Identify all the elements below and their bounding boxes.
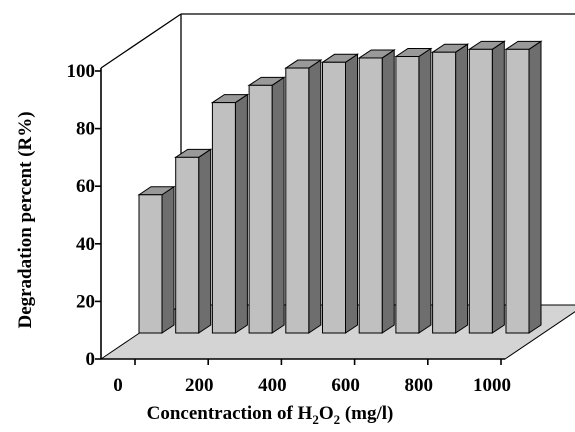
x-axis-title: Concentraction of H2O2 (mg/l) (147, 403, 394, 427)
bar-side (198, 148, 212, 334)
x-tick-label: 1000 (473, 375, 511, 396)
bar (174, 148, 213, 334)
y-tick-label: 0 (86, 349, 96, 370)
bar (467, 40, 506, 334)
bar (357, 49, 396, 334)
bar (394, 47, 433, 334)
y-tick-label: 80 (76, 119, 95, 140)
bar-side (345, 53, 358, 334)
bar (284, 59, 323, 334)
bar-front (395, 56, 420, 334)
bar-side (234, 93, 248, 334)
bar-side (308, 59, 322, 334)
bar-front (505, 48, 530, 334)
y-tick-label: 60 (76, 176, 95, 197)
bar-front (432, 51, 457, 334)
bar-front (175, 156, 200, 334)
y-tick-label: 20 (76, 291, 95, 312)
bar-side (455, 43, 469, 334)
x-tick-label: 800 (405, 375, 434, 396)
bar (247, 76, 286, 334)
bars (137, 40, 543, 334)
x-tick-labels: 0 200 400 600 800 1000 (113, 375, 511, 396)
bar-side (161, 185, 175, 334)
bar-front (468, 48, 493, 334)
bar-side (271, 76, 285, 334)
bar-side (381, 49, 395, 334)
x-tick-label: 400 (258, 375, 287, 396)
axes (95, 68, 505, 365)
bar-front (322, 61, 346, 334)
y-tick-label: 40 (76, 234, 95, 255)
x-tick-label: 600 (331, 375, 360, 396)
bar-side (491, 40, 505, 334)
y-tick-labels: 0 20 40 60 80 100 (67, 61, 96, 370)
x-tick-label: 200 (185, 375, 214, 396)
bar (210, 93, 250, 334)
bar-front (138, 194, 163, 334)
bar-front (358, 57, 383, 334)
bar (504, 40, 543, 334)
bar-side (528, 40, 542, 334)
bar-side (418, 47, 432, 334)
bar (320, 53, 360, 334)
bar-front (211, 102, 236, 334)
bar (137, 185, 176, 334)
y-axis-title: Degradation percent (R%) (15, 111, 36, 328)
y-tick-label: 100 (67, 61, 96, 82)
bar-front (285, 67, 310, 334)
x-tick-label: 0 (113, 375, 123, 396)
bar (430, 43, 470, 334)
side-wall-top-edge (100, 13, 182, 69)
bar-front (248, 84, 273, 334)
